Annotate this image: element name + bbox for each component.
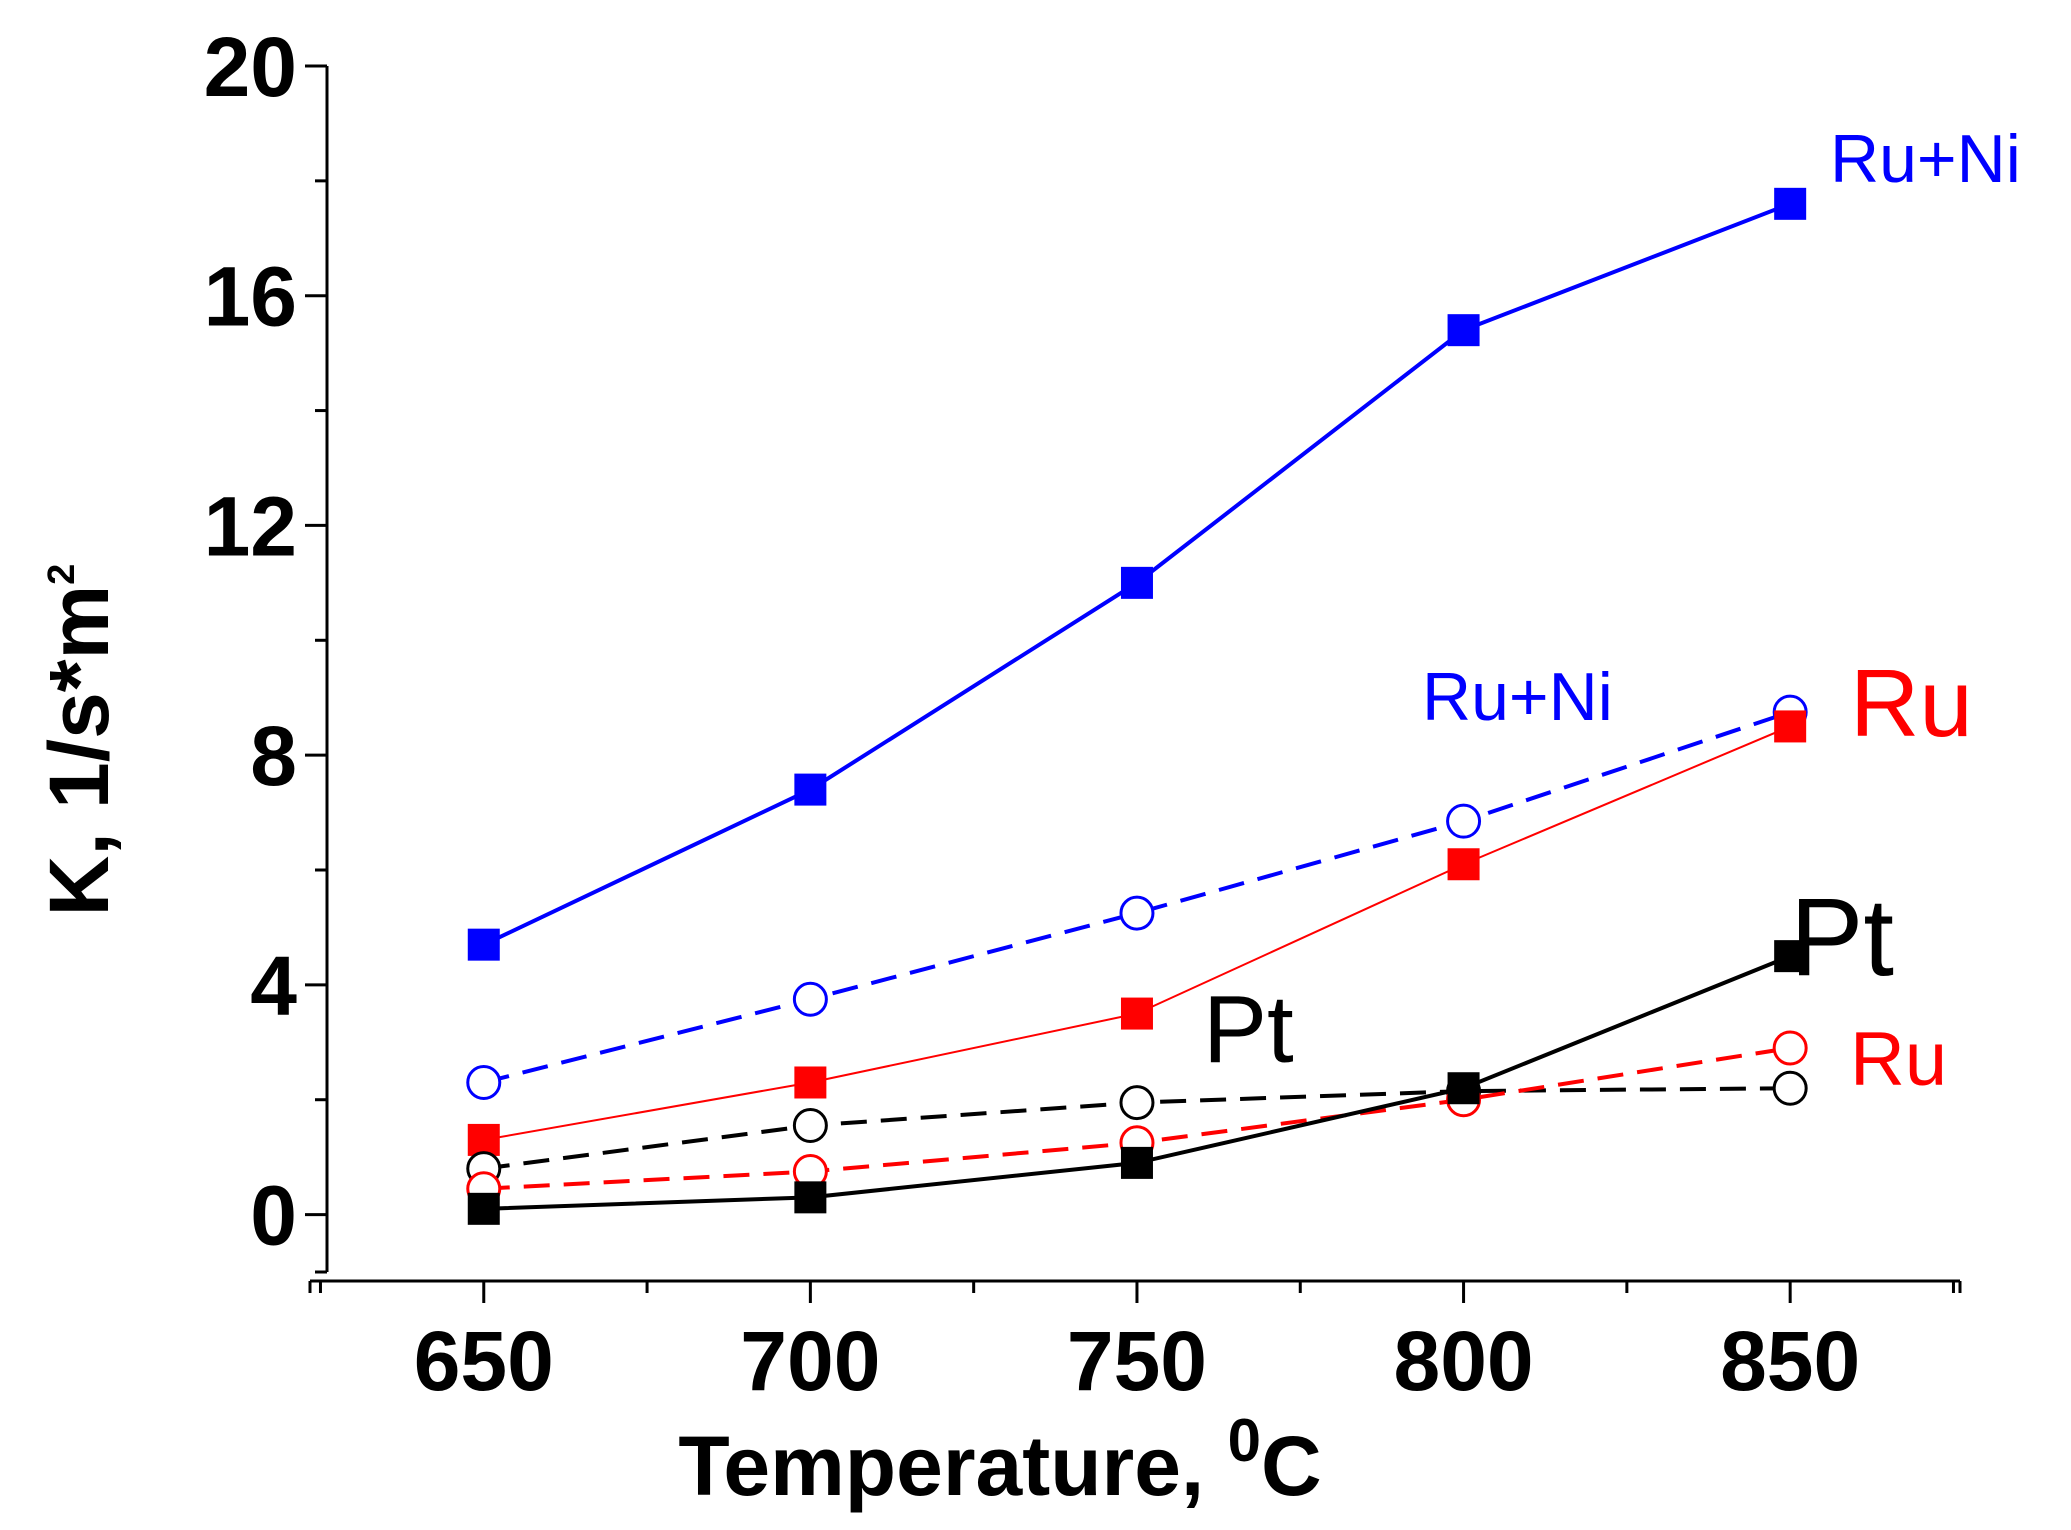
x-tick-label: 800: [1393, 1314, 1533, 1408]
data-point-square: [1447, 1072, 1480, 1105]
annotation-label: Ru+Ni: [1422, 659, 1613, 735]
series-line: [483, 710, 1791, 1085]
annotation-label: Ru: [1850, 650, 1973, 757]
series-line: [483, 725, 1791, 1141]
data-point-square: [794, 1066, 827, 1099]
y-tick-label: 4: [250, 939, 297, 1033]
data-point-square: [1774, 187, 1807, 220]
series-ru-ni-open: [466, 694, 1808, 1100]
x-axis-title-unit: C: [1261, 1419, 1322, 1513]
series-ru-filled: [467, 710, 1807, 1156]
annotation-layer: Ru+Ni Ru+Ni Ru Ru Pt Pt: [1203, 121, 2021, 1102]
data-point-circle: [1446, 803, 1482, 839]
data-point-circle: [1119, 1085, 1155, 1121]
x-tick-label: 700: [740, 1314, 880, 1408]
data-point-circle: [466, 1064, 502, 1100]
y-tick-label: 0: [250, 1169, 297, 1263]
x-tick-label: 650: [414, 1314, 554, 1408]
data-point-square: [1120, 566, 1153, 599]
data-point-square: [467, 928, 500, 961]
data-point-square: [794, 773, 827, 806]
x-axis-title-text: Temperature,: [678, 1419, 1227, 1513]
series-ru-ni-filled: [467, 187, 1807, 961]
data-point-square: [1447, 848, 1480, 881]
y-tick-label: 8: [250, 709, 297, 803]
data-point-square: [794, 1181, 827, 1214]
data-point-circle: [792, 1108, 828, 1144]
y-tick-label: 20: [204, 20, 297, 114]
y-axis-title-text: K, 1/s*m: [32, 585, 126, 917]
data-point-square: [1120, 1146, 1153, 1179]
data-point-square: [1447, 314, 1480, 347]
x-tick-label: 850: [1720, 1314, 1860, 1408]
y-tick-label: 16: [204, 250, 297, 344]
data-point-square: [1120, 997, 1153, 1030]
annotation-label: Pt: [1203, 976, 1294, 1083]
series-layer: [466, 187, 1808, 1225]
data-point-square: [467, 1192, 500, 1225]
x-axis-title-superscript: 0: [1228, 1407, 1261, 1474]
x-tick-label: 750: [1067, 1314, 1207, 1408]
y-axis-title: K, 1/s*m2: [32, 564, 126, 917]
data-point-circle: [792, 981, 828, 1017]
annotation-label: Ru: [1850, 1017, 1947, 1102]
data-point-circle: [1119, 895, 1155, 931]
data-point-circle: [1772, 1070, 1808, 1106]
axes: 0 4 8 12 16 20 650 700 750 800 850: [204, 20, 1962, 1408]
y-axis-title-superscript: 2: [41, 564, 83, 585]
data-point-square: [1774, 940, 1807, 973]
series-pt-filled: [467, 940, 1807, 1225]
data-point-circle: [1772, 1030, 1808, 1066]
data-point-square: [467, 1123, 500, 1156]
annotation-label: Ru+Ni: [1830, 121, 2021, 197]
data-point-square: [1774, 710, 1807, 743]
annotation-label: Pt: [1790, 876, 1894, 999]
y-tick-label: 12: [204, 479, 297, 573]
x-axis-title: Temperature, 0C: [678, 1407, 1321, 1513]
